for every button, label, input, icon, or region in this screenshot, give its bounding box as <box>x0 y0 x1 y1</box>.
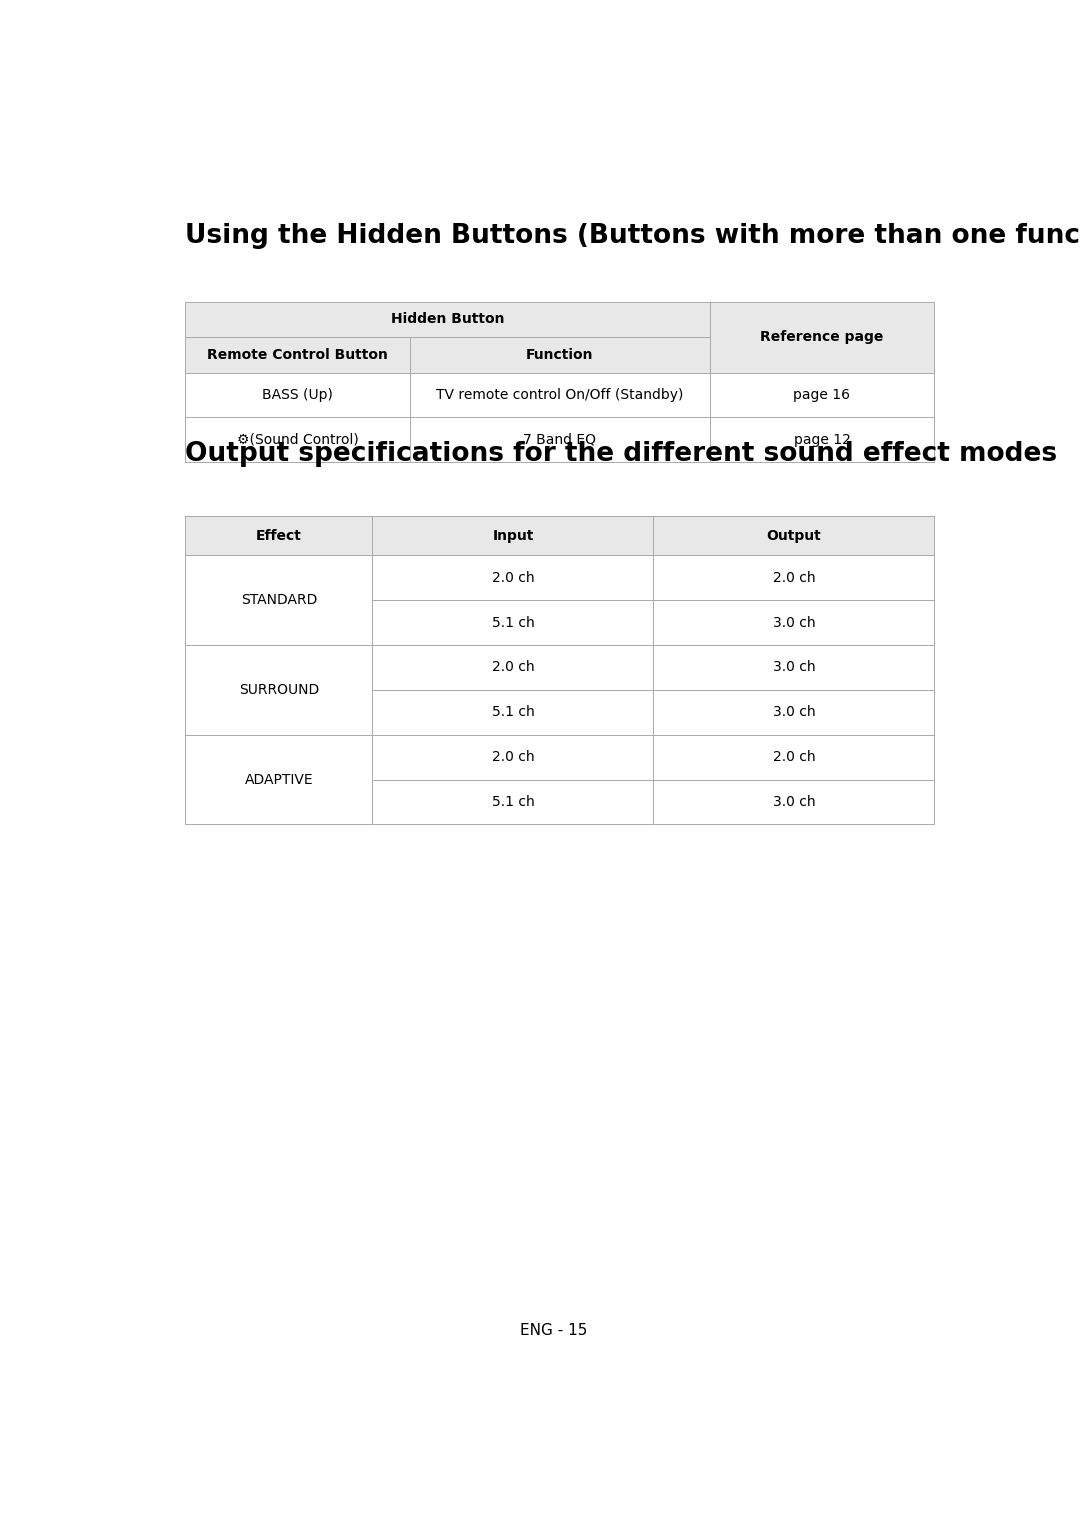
Text: 2.0 ch: 2.0 ch <box>772 751 815 764</box>
Bar <box>653 601 934 645</box>
Text: Remote Control Button: Remote Control Button <box>207 348 388 362</box>
Text: 5.1 ch: 5.1 ch <box>491 795 535 809</box>
Text: Hidden Button: Hidden Button <box>391 313 504 326</box>
Text: 5.1 ch: 5.1 ch <box>491 705 535 720</box>
Bar <box>373 556 653 601</box>
Text: Output specifications for the different sound effect modes: Output specifications for the different … <box>186 441 1057 467</box>
Bar <box>373 516 653 556</box>
Text: 7 Band EQ: 7 Band EQ <box>524 434 596 447</box>
Text: 3.0 ch: 3.0 ch <box>772 660 815 674</box>
Text: TV remote control On/Off (Standby): TV remote control On/Off (Standby) <box>436 388 684 401</box>
Bar <box>410 417 710 463</box>
Bar <box>710 372 934 417</box>
Text: 2.0 ch: 2.0 ch <box>491 751 535 764</box>
Bar <box>186 516 373 556</box>
Text: STANDARD: STANDARD <box>241 593 318 607</box>
Text: page 12: page 12 <box>794 434 850 447</box>
Text: Output: Output <box>767 529 821 542</box>
Bar <box>653 689 934 735</box>
Bar <box>653 556 934 601</box>
Text: Using the Hidden Buttons (Buttons with more than one function): Using the Hidden Buttons (Buttons with m… <box>186 222 1080 248</box>
Bar <box>710 417 934 463</box>
Bar <box>186 302 710 337</box>
Text: Function: Function <box>526 348 594 362</box>
Bar <box>373 645 653 689</box>
Text: ENG - 15: ENG - 15 <box>519 1324 588 1337</box>
Bar <box>653 516 934 556</box>
Text: 2.0 ch: 2.0 ch <box>772 571 815 585</box>
Bar <box>186 645 373 735</box>
Text: 2.0 ch: 2.0 ch <box>491 660 535 674</box>
Text: 3.0 ch: 3.0 ch <box>772 616 815 630</box>
Text: Reference page: Reference page <box>760 331 883 345</box>
Bar <box>186 417 410 463</box>
Bar <box>653 645 934 689</box>
Text: ⚙(Sound Control): ⚙(Sound Control) <box>237 434 359 447</box>
Bar <box>186 735 373 824</box>
Text: 3.0 ch: 3.0 ch <box>772 705 815 720</box>
Text: Effect: Effect <box>256 529 301 542</box>
Bar <box>653 735 934 780</box>
Text: 3.0 ch: 3.0 ch <box>772 795 815 809</box>
Bar <box>186 337 410 372</box>
Bar <box>410 337 710 372</box>
Bar <box>373 735 653 780</box>
Text: 2.0 ch: 2.0 ch <box>491 571 535 585</box>
Text: ADAPTIVE: ADAPTIVE <box>244 772 313 786</box>
Text: Input: Input <box>492 529 534 542</box>
Text: SURROUND: SURROUND <box>239 683 319 697</box>
Text: BASS (Up): BASS (Up) <box>262 388 333 401</box>
Bar <box>653 780 934 824</box>
Bar <box>186 556 373 645</box>
Bar <box>710 302 934 372</box>
Bar <box>373 601 653 645</box>
Text: page 16: page 16 <box>794 388 850 401</box>
Text: 5.1 ch: 5.1 ch <box>491 616 535 630</box>
Bar <box>186 372 410 417</box>
Bar <box>410 372 710 417</box>
Bar <box>373 780 653 824</box>
Bar <box>373 689 653 735</box>
